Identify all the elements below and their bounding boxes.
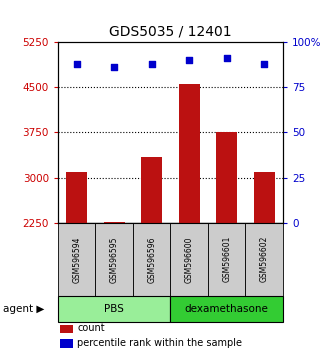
Text: GSM596602: GSM596602 — [260, 236, 269, 282]
Point — [149, 61, 154, 66]
Bar — [133, 223, 170, 296]
Bar — [95, 223, 133, 296]
Bar — [170, 223, 208, 296]
Text: GDS5035 / 12401: GDS5035 / 12401 — [109, 24, 232, 38]
Bar — [60, 339, 72, 348]
Text: percentile rank within the sample: percentile rank within the sample — [77, 338, 242, 348]
Bar — [141, 156, 162, 354]
Bar — [58, 223, 95, 296]
Point — [112, 64, 117, 70]
Bar — [60, 325, 72, 333]
Bar — [66, 172, 87, 354]
Text: dexamethasone: dexamethasone — [185, 303, 269, 314]
Bar — [246, 223, 283, 296]
Bar — [104, 222, 124, 354]
Text: count: count — [77, 324, 105, 333]
Text: PBS: PBS — [104, 303, 124, 314]
Bar — [208, 223, 246, 296]
Text: GSM596594: GSM596594 — [72, 236, 81, 282]
Bar — [170, 296, 283, 321]
Point — [187, 57, 192, 63]
Point — [74, 61, 79, 66]
Bar — [216, 132, 237, 354]
Text: GSM596601: GSM596601 — [222, 236, 231, 282]
Bar — [179, 84, 200, 354]
Text: GSM596596: GSM596596 — [147, 236, 156, 282]
Text: GSM596595: GSM596595 — [110, 236, 119, 282]
Text: GSM596600: GSM596600 — [185, 236, 194, 282]
Point — [224, 55, 229, 61]
Point — [261, 61, 267, 66]
Bar — [58, 296, 170, 321]
Bar — [254, 172, 274, 354]
Text: agent ▶: agent ▶ — [3, 303, 45, 314]
